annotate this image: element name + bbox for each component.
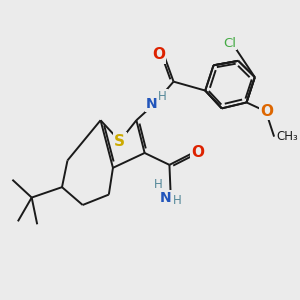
Text: N: N <box>160 190 171 205</box>
Text: H: H <box>154 178 163 191</box>
Text: H: H <box>158 90 167 103</box>
Text: H: H <box>172 194 181 207</box>
Text: CH₃: CH₃ <box>277 130 298 143</box>
Text: O: O <box>261 104 274 119</box>
Text: S: S <box>114 134 125 148</box>
Text: O: O <box>152 47 165 62</box>
Text: O: O <box>191 146 204 160</box>
Text: N: N <box>146 97 157 111</box>
Text: Cl: Cl <box>224 37 236 50</box>
